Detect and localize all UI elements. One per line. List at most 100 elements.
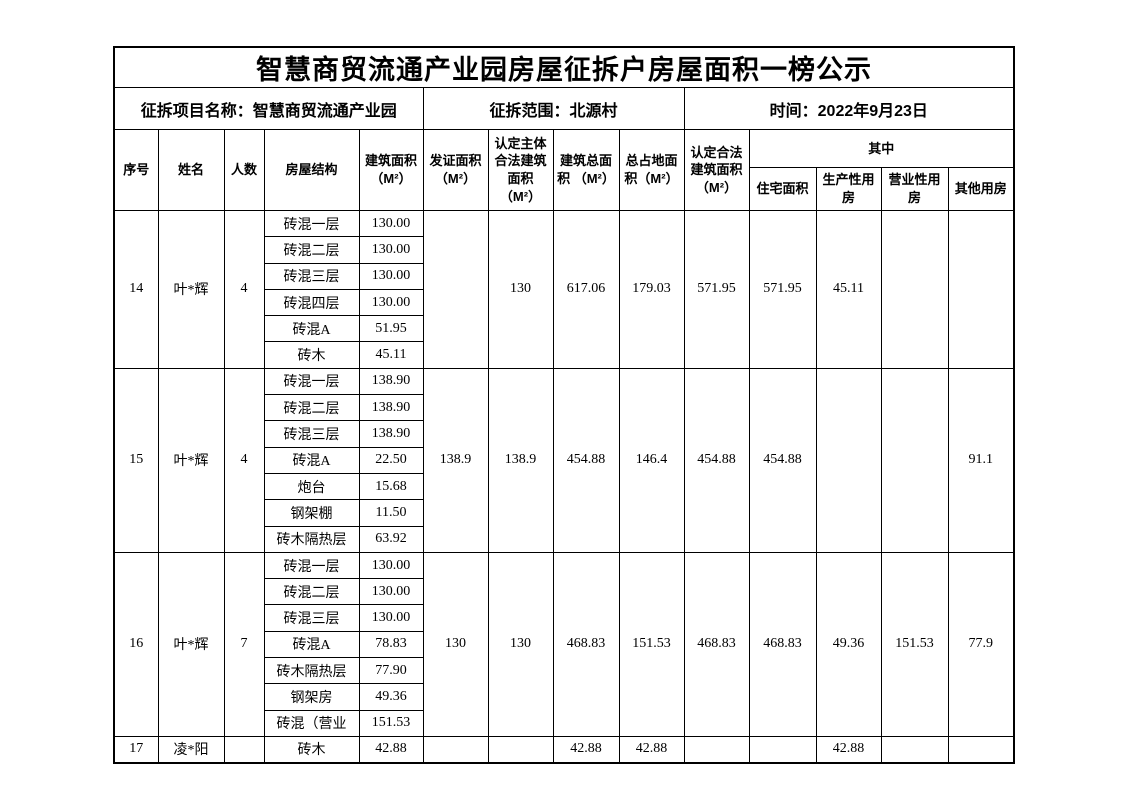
cert-area-cell <box>422 735 489 764</box>
people-cell: 4 <box>223 367 265 553</box>
col-header-people: 人数 <box>223 129 265 211</box>
total-land-area-cell: 42.88 <box>618 735 685 764</box>
structure-area-cell: 51.95 <box>358 315 424 343</box>
structure-type-cell: 砖木隔热层 <box>263 525 360 553</box>
column-header-row-1: 序号 姓名 人数 房屋结构 建筑面积 （M²） 发证面积 （M²） 认定主体 合… <box>113 129 1015 211</box>
legal-area-cell <box>683 735 750 764</box>
business-cell: 151.53 <box>880 551 949 737</box>
seq-cell: 14 <box>113 210 159 369</box>
production-cell: 42.88 <box>815 735 882 764</box>
total-land-area-cell: 179.03 <box>618 210 685 369</box>
info-row: 征拆项目名称：智慧商贸流通产业园 征拆范围：北源村 时间：2022年9月23日 <box>113 87 1015 130</box>
structure-type-cell: 砖混（营业 <box>263 709 360 737</box>
col-header-residential: 住宅面积 <box>748 167 817 211</box>
table-header: 智慧商贸流通产业园房屋征拆户房屋面积一榜公示 征拆项目名称：智慧商贸流通产业园 … <box>113 46 1015 211</box>
household-row-16-line-6: 砖混（营业 151.53 <box>114 709 1014 737</box>
legal-area-cell: 571.95 <box>683 210 750 369</box>
structure-area-cell: 138.90 <box>358 367 424 396</box>
cert-area-cell: 130 <box>422 551 489 737</box>
structure-area-cell: 63.92 <box>358 525 424 553</box>
structure-area-cell: 130.00 <box>358 209 424 238</box>
household-row-15-line-2: 砖混三层 138.90 <box>114 420 1014 448</box>
household-row-15-line-0: 15 叶*辉 4 砖混一层 138.90 138.9 138.9 454.88 146.4 454… <box>113 367 1015 553</box>
household-row-15-line-3: 砖混A 22.50 <box>114 446 1014 474</box>
structure-area-cell: 45.11 <box>358 341 424 369</box>
demolition-area-table: 智慧商贸流通产业园房屋征拆户房屋面积一榜公示 征拆项目名称：智慧商贸流通产业园 … <box>113 46 1016 764</box>
structure-type-cell: 炮台 <box>263 472 360 501</box>
structure-area-cell: 22.50 <box>358 446 424 474</box>
household-row-15-line-6: 砖木隔热层 63.92 <box>114 525 1014 553</box>
page-title: 智慧商贸流通产业园房屋征拆户房屋面积一榜公示 <box>113 46 1015 88</box>
structure-type-cell: 砖混一层 <box>263 551 360 580</box>
seq-cell: 16 <box>113 551 159 737</box>
col-header-cert-area: 发证面积 （M²） <box>422 129 489 211</box>
other-cell: 77.9 <box>947 551 1015 737</box>
household-row-14-line-0: 14 叶*辉 4 砖混一层 130.00 130 617.06 179.03 571.95 571… <box>113 209 1015 369</box>
col-header-structure: 房屋结构 <box>263 129 360 211</box>
structure-area-cell: 130.00 <box>358 604 424 632</box>
table-body: 14 叶*辉 4 砖混一层 130.00 130 617.06 179.03 571.95 571… <box>113 209 1015 764</box>
col-header-other: 其他用房 <box>947 167 1015 211</box>
structure-type-cell: 砖混A <box>263 446 360 474</box>
col-header-build-area: 建筑面积 （M²） <box>358 129 424 211</box>
structure-type-cell: 砖混三层 <box>263 262 360 290</box>
main-legal-area-cell <box>487 735 554 764</box>
structure-area-cell: 130.00 <box>358 578 424 606</box>
structure-area-cell: 42.88 <box>358 735 424 764</box>
col-header-seq: 序号 <box>113 129 159 211</box>
residential-cell <box>748 735 817 764</box>
column-header-row-2: 住宅面积 生产性用 房 营业性用 房 其他用房 <box>114 167 1015 211</box>
residential-cell: 571.95 <box>748 210 817 369</box>
structure-type-cell: 砖混四层 <box>263 288 360 317</box>
col-header-total-build-area: 建筑总面 积 （M²） <box>552 129 620 211</box>
structure-area-cell: 11.50 <box>358 499 424 527</box>
household-row-14-line-2: 砖混三层 130.00 <box>114 262 1014 290</box>
name-cell: 凌*阳 <box>157 735 225 764</box>
info-date: 时间：2022年9月23日 <box>683 87 1015 130</box>
household-row-16-line-5: 钢架房 49.36 <box>114 683 1014 711</box>
household-row-14-line-3: 砖混四层 130.00 <box>114 288 1014 317</box>
structure-type-cell: 砖混一层 <box>263 367 360 396</box>
cert-area-cell <box>422 210 489 369</box>
structure-area-cell: 49.36 <box>358 683 424 711</box>
col-header-total-land-area: 总占地面 积（M²） <box>618 129 685 211</box>
col-header-production: 生产性用 房 <box>815 167 882 211</box>
name-cell: 叶*辉 <box>157 210 225 369</box>
name-cell: 叶*辉 <box>157 367 225 553</box>
household-row-14-line-5: 砖木 45.11 <box>114 341 1014 369</box>
info-project-name: 征拆项目名称：智慧商贸流通产业园 <box>113 87 424 130</box>
household-row-16-line-2: 砖混三层 130.00 <box>114 604 1014 632</box>
total-land-area-cell: 146.4 <box>618 367 685 553</box>
main-legal-area-cell: 138.9 <box>487 367 554 553</box>
total-build-area-cell: 42.88 <box>552 735 620 764</box>
structure-type-cell: 钢架棚 <box>263 499 360 527</box>
people-cell <box>223 735 265 764</box>
main-legal-area-cell: 130 <box>487 210 554 369</box>
total-land-area-cell: 151.53 <box>618 551 685 737</box>
legal-area-cell: 454.88 <box>683 367 750 553</box>
main-legal-area-cell: 130 <box>487 551 554 737</box>
structure-area-cell: 130.00 <box>358 262 424 290</box>
col-header-main-legal-area: 认定主体 合法建筑 面积 （M²） <box>487 129 554 211</box>
cert-area-cell: 138.9 <box>422 367 489 553</box>
household-row-17-line-0: 17 凌*阳 砖木 42.88 42.88 42.88 42.88 <box>113 735 1015 764</box>
col-header-among: 其中 <box>748 129 1015 168</box>
business-cell <box>880 367 949 553</box>
structure-area-cell: 130.00 <box>358 288 424 317</box>
residential-cell: 454.88 <box>748 367 817 553</box>
legal-area-cell: 468.83 <box>683 551 750 737</box>
structure-area-cell: 78.83 <box>358 630 424 659</box>
household-row-15-line-4: 炮台 15.68 <box>114 472 1014 501</box>
structure-type-cell: 砖混A <box>263 630 360 659</box>
name-cell: 叶*辉 <box>157 551 225 737</box>
structure-area-cell: 130.00 <box>358 236 424 264</box>
people-cell: 4 <box>223 210 265 369</box>
other-cell <box>947 210 1015 369</box>
household-row-16-line-4: 砖木隔热层 77.90 <box>114 657 1014 685</box>
business-cell <box>880 735 949 764</box>
structure-type-cell: 砖混A <box>263 315 360 343</box>
production-cell: 45.11 <box>815 210 882 369</box>
other-cell: 91.1 <box>947 367 1015 553</box>
residential-cell: 468.83 <box>748 551 817 737</box>
total-build-area-cell: 468.83 <box>552 551 620 737</box>
